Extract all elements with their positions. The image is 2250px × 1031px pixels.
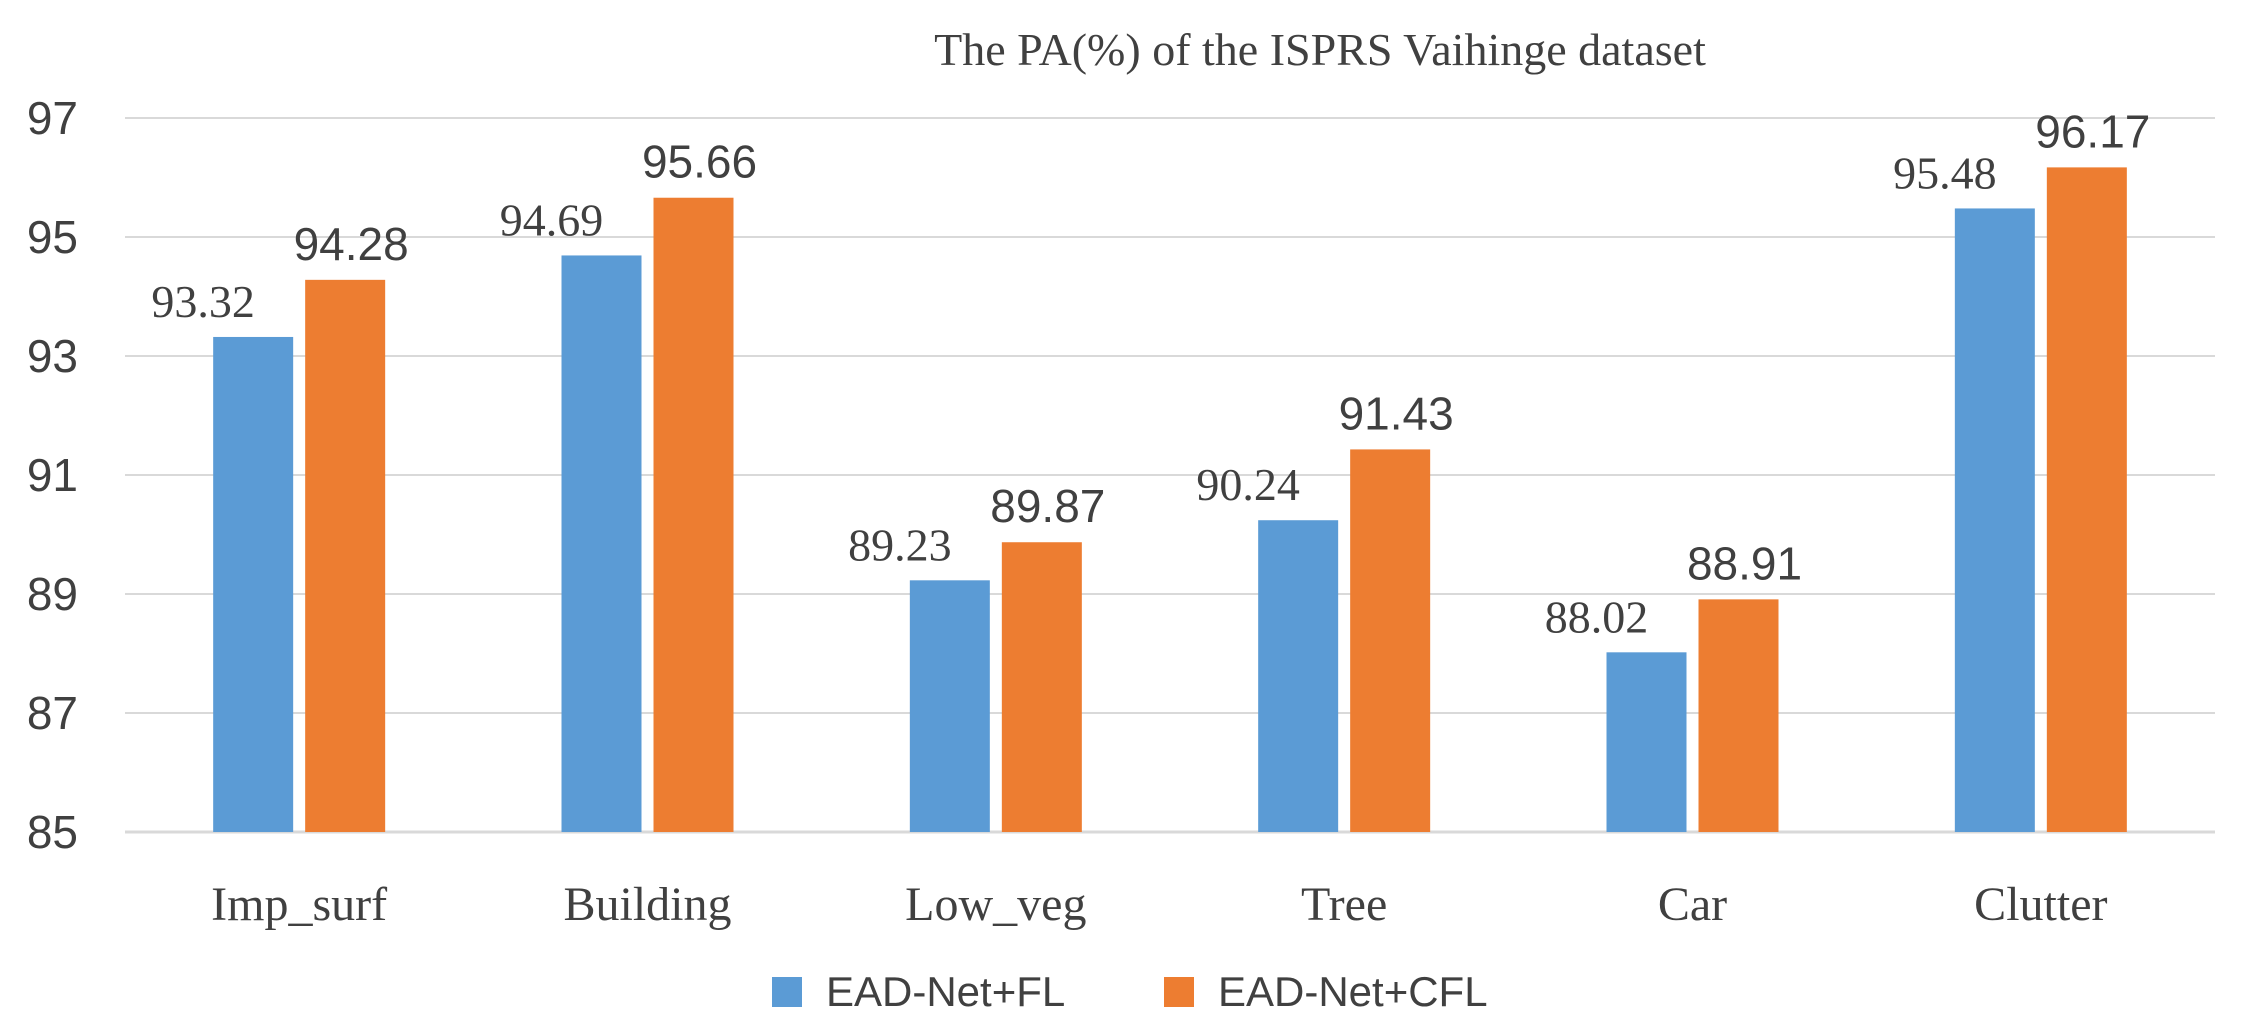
bar-cfl-imp-surf — [305, 279, 386, 833]
y-tick-label: 85 — [27, 806, 78, 858]
y-tick-label: 93 — [27, 330, 78, 382]
data-label: 93.32 — [151, 276, 255, 327]
x-tick-label: Imp_surf — [211, 878, 387, 931]
bar-fl-tree — [1258, 520, 1339, 832]
x-axis-ticks: Imp_surf Building Low_veg Tree Car Clutter — [211, 878, 2107, 931]
bar-cfl-low-veg — [1001, 542, 1082, 832]
bars — [213, 167, 2127, 833]
y-tick-label: 87 — [27, 687, 78, 739]
x-tick-label: Building — [563, 878, 731, 931]
data-label: 89.23 — [848, 519, 952, 570]
gridlines — [125, 117, 2215, 834]
bar-fl-low-veg — [909, 580, 990, 832]
data-label: 89.87 — [990, 480, 1105, 532]
y-tick-label: 89 — [27, 568, 78, 620]
y-axis-ticks: 85 87 89 91 93 95 97 — [27, 92, 78, 858]
x-tick-label: Tree — [1301, 878, 1387, 931]
legend: EAD-Net+FL EAD-Net+CFL — [772, 968, 1488, 1015]
legend-label: EAD-Net+FL — [826, 968, 1065, 1015]
legend-label: EAD-Net+CFL — [1218, 968, 1488, 1015]
bar-cfl-tree — [1350, 449, 1431, 832]
data-label: 88.02 — [1545, 591, 1649, 642]
bar-fl-car — [1606, 652, 1687, 832]
legend-swatch — [772, 977, 802, 1007]
bar-cfl-car — [1698, 599, 1779, 832]
data-label: 91.43 — [1339, 387, 1454, 439]
data-label: 88.91 — [1687, 537, 1802, 589]
bar-fl-imp-surf — [213, 336, 294, 832]
data-labels: 93.32 94.28 94.69 95.66 89.23 89.87 90.24 91.43… — [151, 105, 2150, 642]
y-tick-label: 95 — [27, 211, 78, 263]
chart-title: The PA(%) of the ISPRS Vaihinge dataset — [934, 24, 1706, 75]
legend-swatch — [1164, 977, 1194, 1007]
data-label: 90.24 — [1196, 459, 1300, 510]
bar-cfl-clutter — [2046, 167, 2127, 832]
y-tick-label: 97 — [27, 92, 78, 144]
bar-fl-building — [561, 255, 642, 832]
bar-cfl-building — [653, 197, 734, 833]
bar-fl-clutter — [1954, 208, 2035, 832]
data-label: 94.28 — [294, 218, 409, 270]
y-tick-label: 91 — [27, 449, 78, 501]
data-label: 96.17 — [2035, 105, 2150, 157]
x-tick-label: Low_veg — [905, 878, 1086, 931]
data-label: 95.66 — [642, 136, 757, 188]
data-label: 94.69 — [500, 194, 604, 245]
x-tick-label: Clutter — [1974, 878, 2107, 931]
x-tick-label: Car — [1658, 878, 1727, 931]
data-label: 95.48 — [1893, 147, 1997, 198]
